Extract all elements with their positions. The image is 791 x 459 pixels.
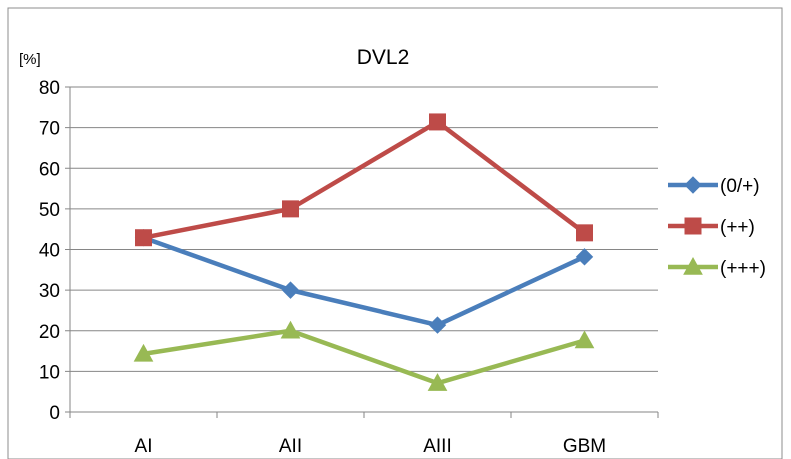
- legend-label: (+++): [720, 258, 766, 279]
- series-line: [141, 328, 587, 386]
- legend-marker: [683, 256, 703, 275]
- legend-entry: (++): [668, 217, 755, 238]
- data-point: [133, 343, 154, 362]
- data-point: [135, 229, 152, 247]
- chart-title: DVL2: [357, 46, 410, 69]
- y-tick-label: 80: [39, 78, 60, 99]
- data-point: [282, 200, 299, 218]
- data-point: [428, 316, 447, 334]
- series-line: [141, 235, 587, 328]
- series-group: [133, 113, 595, 391]
- y-tick-label: 10: [39, 362, 60, 383]
- legend-entry: (0/+): [668, 176, 760, 197]
- chart-border: [7, 7, 783, 459]
- series-line: [141, 119, 587, 240]
- data-point: [427, 373, 448, 391]
- x-tick-label: AII: [279, 436, 302, 457]
- legend-entry: (+++): [668, 256, 766, 279]
- y-tick-label: 70: [39, 119, 60, 140]
- y-tick-label: 60: [39, 159, 60, 180]
- y-tick-label: 20: [39, 322, 60, 343]
- data-point: [280, 320, 301, 339]
- x-tick-label: AI: [135, 436, 153, 457]
- gridlines: [70, 86, 658, 372]
- x-tick-label: AIII: [423, 436, 452, 457]
- legend-label: (0/+): [720, 176, 760, 197]
- y-tick-label: 0: [49, 403, 60, 424]
- legend-marker: [684, 217, 702, 235]
- y-tick-label: 50: [39, 200, 60, 221]
- legend-marker: [684, 176, 702, 194]
- x-tick-label: GBM: [563, 436, 606, 457]
- data-point: [576, 224, 593, 242]
- legend: (0/+) (++) (+++): [668, 176, 766, 279]
- series-2: [133, 320, 595, 391]
- y-axis-label: [%]: [19, 51, 41, 68]
- y-tick-label: 30: [39, 281, 60, 302]
- data-point: [429, 113, 446, 131]
- data-point: [575, 248, 594, 266]
- data-point: [574, 330, 595, 349]
- series-1: [135, 113, 593, 247]
- y-tick-label: 40: [39, 241, 60, 262]
- axes: [65, 86, 659, 418]
- data-point: [281, 281, 300, 299]
- tick-labels: 0 10 20 30 40 50 60 70 80 AI AII AIII GBM: [39, 78, 606, 457]
- legend-label: (++): [720, 217, 755, 238]
